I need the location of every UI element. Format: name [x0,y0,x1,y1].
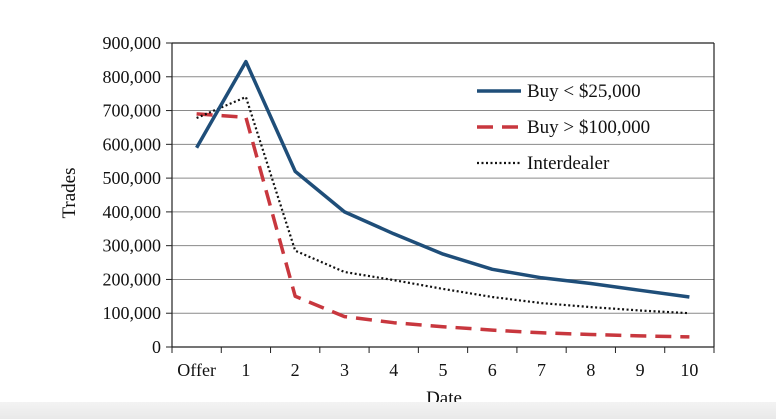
series-line-0 [195,59,690,299]
bottom-strip [0,402,776,419]
y-axis-title: Trades [59,167,80,218]
x-axis-title: Date [426,388,462,402]
y-tick-label: 800,000 [103,67,162,87]
series-lines [195,59,690,339]
x-tick-label: 4 [389,360,398,380]
y-tick-label: 400,000 [103,202,162,222]
x-tick-label: Offer [177,360,216,380]
series-line-1 [196,112,690,339]
x-tick-labels: Offer 1 2 3 4 5 6 7 8 9 10 [171,347,715,380]
x-tick-label: 1 [241,360,250,380]
x-tick-label: 6 [488,360,497,380]
legend-label: Buy > $100,000 [527,117,650,138]
x-tick-label: 7 [537,360,546,380]
x-tick-label: 5 [439,360,448,380]
y-tick-label: 0 [152,337,161,357]
legend: Buy < $25,000 Buy > $100,000 Interdealer [477,81,650,174]
axes [171,42,715,348]
line-chart: 0 100,000 200,000 300,000 400,000 500,000 600,… [59,33,715,402]
y-tick-label: 600,000 [103,134,162,154]
x-tick-label: 10 [680,360,698,380]
legend-label: Interdealer [527,153,610,174]
y-tick-labels: 0 100,000 200,000 300,000 400,000 500,000 600,… [103,33,162,357]
legend-label: Buy < $25,000 [527,81,641,102]
y-tick-label: 200,000 [103,269,162,289]
y-tick-label: 500,000 [103,168,162,188]
y-tick-label: 900,000 [103,33,162,53]
y-tick-label: 300,000 [103,236,162,256]
x-tick-label: 8 [586,360,595,380]
y-tick-label: 700,000 [103,101,162,121]
x-tick-label: 3 [340,360,349,380]
x-tick-label: 2 [291,360,300,380]
y-tick-label: 100,000 [103,303,162,323]
x-tick-label: 9 [636,360,645,380]
